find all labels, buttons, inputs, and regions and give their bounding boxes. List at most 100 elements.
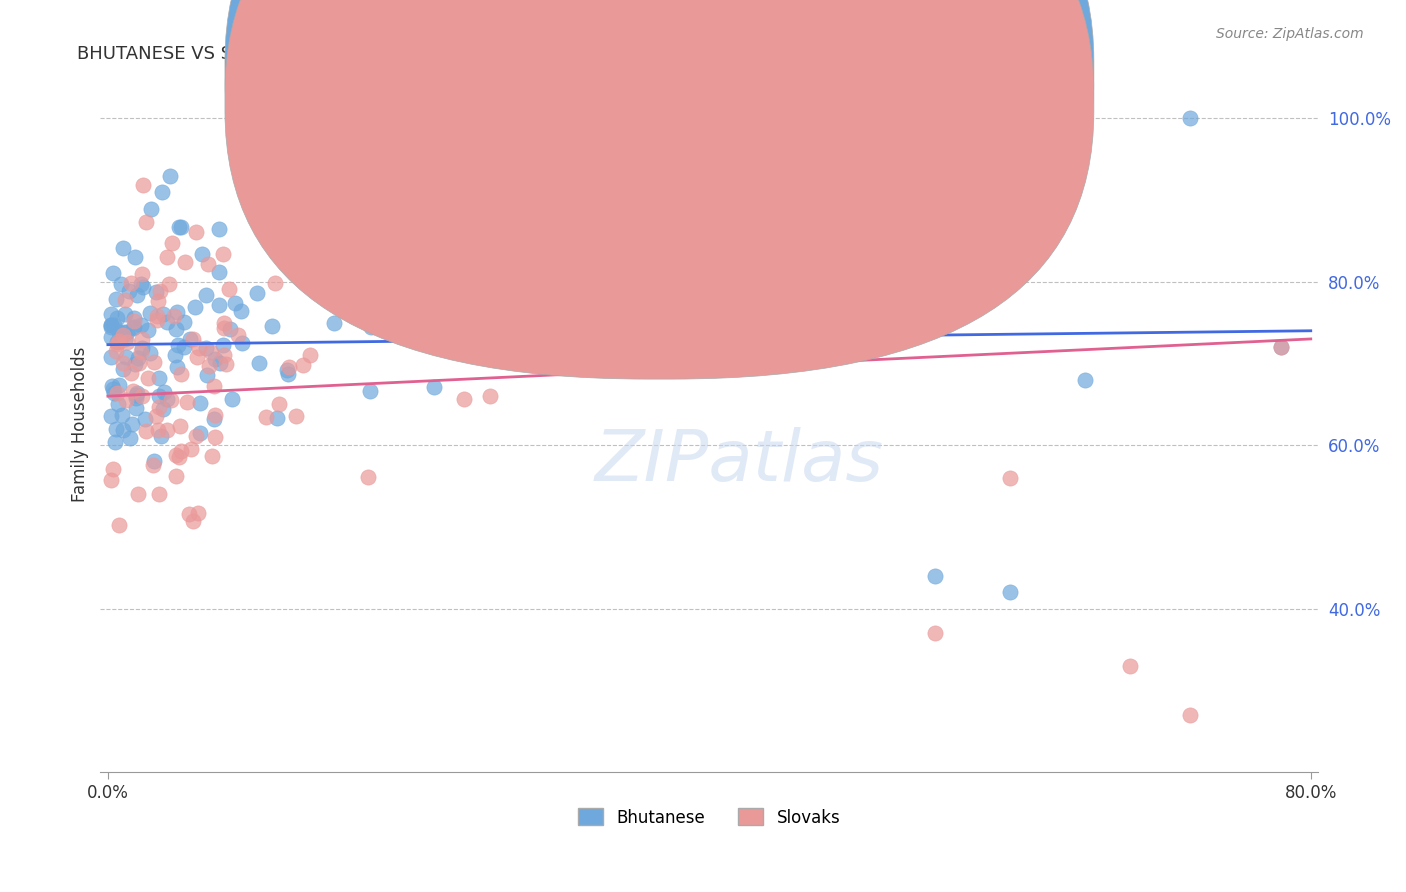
Point — [176, 394, 198, 409]
Point — [156, 315, 179, 329]
Point — [215, 357, 238, 371]
Point — [105, 386, 128, 401]
Point — [924, 569, 946, 583]
Point — [197, 257, 219, 271]
Point — [267, 396, 290, 410]
Point — [357, 469, 380, 483]
Point — [111, 423, 134, 437]
Point — [135, 215, 157, 229]
Point — [195, 368, 218, 383]
Text: R = 0.094   N = 88: R = 0.094 N = 88 — [654, 103, 811, 120]
Point — [139, 346, 162, 360]
Point — [150, 429, 173, 443]
Point — [198, 359, 221, 373]
Point — [183, 332, 205, 346]
Point — [115, 393, 138, 408]
Point — [142, 458, 165, 472]
Point — [181, 514, 204, 528]
Point — [104, 434, 127, 449]
Legend: Bhutanese, Slovaks: Bhutanese, Slovaks — [571, 802, 848, 833]
Point — [120, 277, 142, 291]
Point — [132, 178, 155, 192]
Point — [100, 409, 122, 423]
Point — [156, 251, 179, 265]
Point — [157, 277, 180, 292]
Point — [145, 285, 167, 300]
Point — [121, 320, 143, 334]
Point — [103, 386, 125, 401]
Point — [453, 392, 475, 406]
Point — [103, 318, 125, 332]
Point — [100, 330, 122, 344]
Point — [101, 379, 124, 393]
Point — [108, 517, 131, 532]
Point — [104, 422, 127, 436]
Point — [359, 384, 381, 398]
Point — [101, 382, 124, 396]
Point — [190, 425, 212, 440]
Point — [166, 304, 188, 318]
Point — [167, 220, 190, 235]
Point — [479, 388, 502, 402]
Point — [149, 284, 172, 298]
Point — [1119, 658, 1142, 673]
Point — [132, 280, 155, 294]
Point — [260, 319, 283, 334]
Point — [122, 320, 145, 334]
Point — [100, 473, 122, 487]
Point — [117, 335, 139, 350]
Point — [360, 320, 382, 334]
Point — [204, 408, 226, 422]
Point — [100, 350, 122, 364]
Point — [112, 361, 135, 376]
Point — [211, 246, 233, 260]
Point — [200, 345, 222, 359]
Point — [122, 384, 145, 399]
Point — [231, 335, 253, 350]
Point — [284, 409, 307, 423]
Y-axis label: Family Households: Family Households — [72, 347, 89, 502]
Point — [278, 359, 301, 374]
Point — [145, 312, 167, 326]
Point — [159, 393, 181, 408]
Point — [247, 193, 270, 207]
Point — [136, 323, 159, 337]
Point — [110, 330, 132, 344]
Point — [129, 277, 152, 291]
Point — [152, 401, 174, 416]
Text: R = 0.028   N = 114: R = 0.028 N = 114 — [654, 71, 821, 89]
Point — [108, 326, 131, 340]
Point — [998, 471, 1021, 485]
Point — [145, 409, 167, 424]
Point — [422, 380, 444, 394]
Point — [114, 307, 136, 321]
Point — [124, 250, 146, 264]
Point — [121, 417, 143, 431]
Point — [142, 453, 165, 467]
Point — [173, 255, 195, 269]
Point — [114, 293, 136, 307]
Point — [120, 431, 142, 445]
Point — [254, 410, 277, 425]
Point — [114, 332, 136, 346]
Point — [298, 348, 321, 362]
Point — [848, 340, 870, 354]
Point — [156, 423, 179, 437]
Point — [247, 356, 270, 370]
Point — [165, 469, 187, 483]
Point — [131, 268, 153, 282]
Point — [125, 401, 148, 416]
Point — [212, 337, 235, 351]
Point — [218, 282, 240, 296]
Point — [208, 298, 231, 312]
Point — [226, 327, 249, 342]
Point — [120, 366, 142, 380]
Point — [146, 423, 169, 437]
Point — [129, 345, 152, 359]
Point — [184, 225, 207, 239]
Point — [125, 388, 148, 402]
Point — [112, 325, 135, 339]
Point — [170, 219, 193, 234]
Point — [191, 247, 214, 261]
Point — [183, 300, 205, 314]
